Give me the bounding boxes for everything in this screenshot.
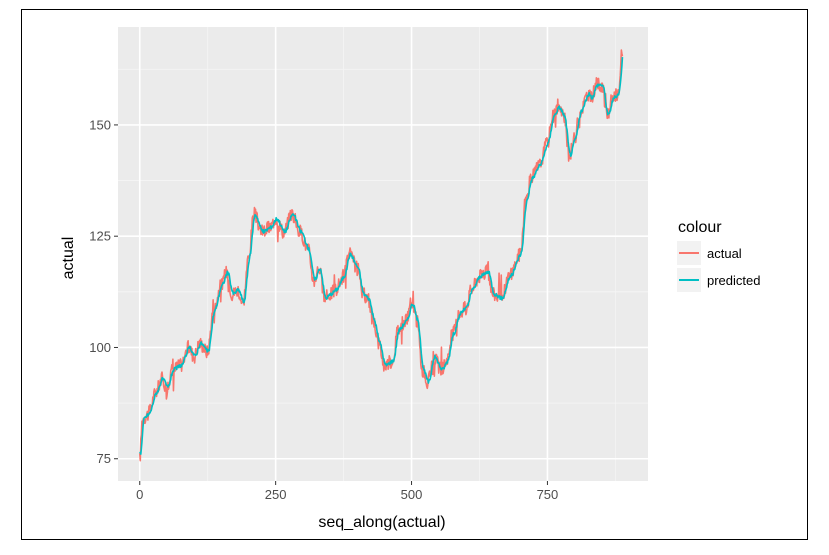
x-axis: 0 250 500 750 <box>136 481 558 502</box>
legend-label-actual: actual <box>707 246 742 261</box>
x-tick-label: 0 <box>136 487 143 502</box>
y-axis-title: actual <box>60 237 77 280</box>
x-tick-label: 500 <box>401 487 423 502</box>
legend: colour actual predicted <box>677 219 760 292</box>
y-tick-label: 150 <box>89 117 111 132</box>
y-tick-label: 75 <box>97 451 111 466</box>
series-lines <box>138 49 624 462</box>
plot-panel <box>118 27 648 481</box>
series-line-predicted <box>139 57 624 455</box>
y-axis: 75 100 125 150 <box>89 117 118 466</box>
legend-title: colour <box>678 219 722 236</box>
legend-label-predicted: predicted <box>707 273 760 288</box>
minor-gridlines <box>118 27 648 481</box>
x-axis-title: seq_along(actual) <box>318 514 445 531</box>
y-tick-label: 125 <box>89 229 111 244</box>
x-tick-label: 750 <box>537 487 559 502</box>
x-tick-label: 250 <box>265 487 287 502</box>
y-tick-label: 100 <box>89 340 111 355</box>
